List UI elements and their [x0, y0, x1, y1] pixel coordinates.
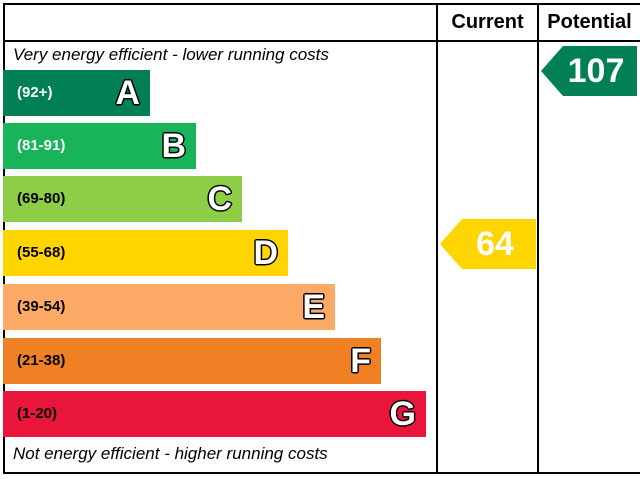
band-range-label: (81-91)	[17, 137, 66, 154]
potential-rating-arrow: 107	[541, 46, 637, 96]
bottom-border	[3, 472, 640, 474]
band-range-label: (55-68)	[17, 244, 66, 261]
band-b: (81-91) B	[3, 123, 196, 169]
band-a: (92+) A	[3, 70, 150, 116]
potential-rating-value: 107	[567, 51, 625, 90]
band-letter: D	[253, 234, 278, 272]
band-g: (1-20) G	[3, 391, 426, 437]
bottom-caption: Not energy efficient - higher running co…	[13, 444, 328, 463]
header-divider	[3, 40, 640, 42]
current-column-header: Current	[451, 11, 524, 33]
top-border	[3, 3, 640, 5]
band-range-label: (21-38)	[17, 352, 66, 369]
potential-column-header: Potential	[547, 11, 632, 33]
band-range-label: (39-54)	[17, 298, 66, 315]
band-letter: E	[302, 288, 325, 326]
band-range-label: (69-80)	[17, 190, 66, 207]
band-f: (21-38) F	[3, 338, 381, 384]
current-rating-value: 64	[476, 224, 514, 263]
band-c: (69-80) C	[3, 176, 242, 222]
band-letter: G	[389, 395, 416, 433]
band-letter: F	[350, 342, 371, 380]
current-arrow-shape	[440, 219, 536, 269]
band-range-label: (92+)	[17, 84, 53, 101]
top-caption: Very energy efficient - lower running co…	[13, 45, 329, 64]
potential-column-divider	[537, 3, 539, 474]
band-letter: C	[207, 180, 232, 218]
band-letter: A	[115, 74, 140, 112]
current-rating-arrow: 64	[440, 219, 536, 269]
potential-arrow-shape	[541, 46, 637, 96]
band-range-label: (1-20)	[17, 405, 58, 422]
band-d: (55-68) D	[3, 230, 288, 276]
band-e: (39-54) E	[3, 284, 335, 330]
band-letter: B	[161, 127, 186, 165]
current-column-divider	[436, 3, 438, 474]
